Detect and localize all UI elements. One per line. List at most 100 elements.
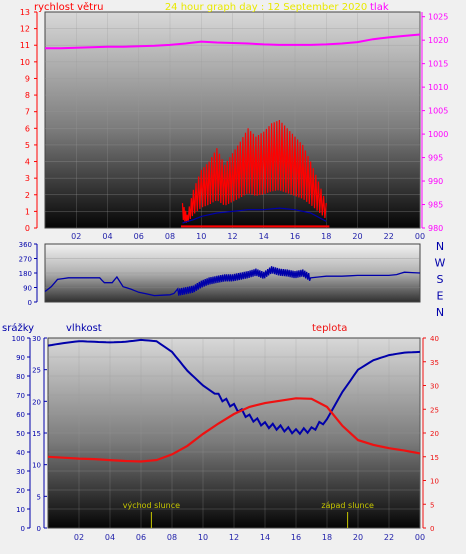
- pressure-tick-label: 1020: [428, 36, 448, 45]
- wind-speed-tick-label: 11: [20, 41, 30, 50]
- temperature-tick-label: 10: [430, 478, 439, 486]
- time-tick-label: 00: [415, 232, 425, 241]
- temperature-tick-label: 5: [430, 501, 434, 509]
- temperature-tick-label: 25: [430, 406, 439, 414]
- pressure-axis: 980 985 990 995 1000 1005 1010 1015 1020 1025: [421, 12, 448, 233]
- time-tick-label: 02: [74, 533, 84, 542]
- time-tick-label: 16: [290, 232, 300, 241]
- compass-label: S: [437, 273, 444, 286]
- direction-degree-axis: 0 90 180 270 360: [19, 241, 38, 307]
- wind-speed-axis-title: rychlost větru: [34, 1, 104, 13]
- direction-tick-label: 360: [19, 241, 32, 249]
- wind-speed-tick-label: 1: [25, 207, 30, 216]
- temperature-line: [47, 397, 421, 463]
- humidity-tick-label: 5: [37, 493, 41, 501]
- humidity-tick-label: 30: [32, 335, 41, 343]
- direction-tick-label: 180: [19, 270, 32, 278]
- precip-tick-label: 30: [16, 468, 25, 476]
- pressure-tick-label: 1010: [428, 83, 448, 92]
- time-tick-label: 16: [291, 533, 301, 542]
- panel1-series: [45, 33, 421, 228]
- pressure-tick-label: 1000: [428, 130, 448, 139]
- time-tick-label: 08: [165, 232, 175, 241]
- wind-speed-tick-label: 9: [25, 74, 30, 83]
- wind-speed-tick-label: 10: [20, 58, 30, 67]
- temperature-tick-label: 35: [430, 359, 439, 367]
- time-tick-label: 04: [105, 533, 115, 542]
- time-tick-label: 08: [167, 533, 177, 542]
- time-tick-label: 00: [415, 533, 425, 542]
- pressure-tick-label: 985: [428, 201, 443, 210]
- sun-annotations: východ slunce západ slunce: [123, 501, 374, 528]
- pressure-line: [45, 33, 421, 50]
- panel3-time-axis: 02 04 06 08 10 12 14 16 18 20 22 00: [74, 533, 425, 542]
- wind-direction-line: [44, 266, 421, 297]
- humidity-tick-label: 15: [32, 430, 41, 438]
- sun-annotation-label: západ slunce: [321, 501, 374, 510]
- wind-speed-tick-label: 2: [25, 191, 30, 200]
- pressure-tick-label: 1005: [428, 107, 448, 116]
- time-tick-label: 14: [259, 232, 269, 241]
- time-tick-label: 10: [198, 533, 208, 542]
- precip-tick-label: 70: [16, 392, 25, 400]
- wind-speed-tick-label: 3: [25, 174, 30, 183]
- panel1-time-axis: 02 04 06 08 10 12 14 16 18 20 22 00: [71, 232, 425, 241]
- wind-speed-tick-label: 8: [25, 91, 30, 100]
- precip-tick-label: 100: [12, 335, 25, 343]
- humidity-axis-title: vlhkost: [66, 323, 102, 334]
- precip-tick-label: 50: [16, 430, 25, 438]
- precip-tick-label: 40: [16, 449, 25, 457]
- wind-speed-tick-label: 12: [20, 25, 30, 34]
- panel3-axes: 0 10 20 30 40 50 60 70 80 90 100 0 5 10 15 20 25 30 0 5 10 15…: [12, 335, 439, 533]
- time-tick-label: 18: [321, 232, 331, 241]
- pressure-tick-label: 980: [428, 224, 443, 233]
- precip-tick-label: 0: [21, 525, 25, 533]
- compass-label: E: [437, 290, 444, 303]
- time-tick-label: 02: [71, 232, 81, 241]
- direction-tick-label: 270: [19, 256, 32, 264]
- time-tick-label: 12: [229, 533, 239, 542]
- wind-speed-tick-label: 4: [25, 158, 30, 167]
- humidity-tick-label: 10: [32, 462, 41, 470]
- panel3-grid: [48, 338, 421, 528]
- precip-axis-title: srážky: [2, 322, 34, 334]
- time-tick-label: 12: [227, 232, 237, 241]
- time-tick-label: 10: [196, 232, 206, 241]
- wind-speed-tick-label: 5: [25, 141, 30, 150]
- pressure-tick-label: 1025: [428, 13, 448, 22]
- pressure-tick-label: 990: [428, 177, 443, 186]
- panel3-series: [47, 338, 421, 463]
- wind-speed-tick-label: 13: [20, 8, 30, 17]
- time-tick-label: 20: [352, 232, 362, 241]
- humidity-tick-label: 20: [32, 398, 41, 406]
- panel1-grid: [45, 12, 421, 228]
- temperature-tick-label: 0: [430, 525, 434, 533]
- precip-tick-label: 90: [16, 354, 25, 362]
- temperature-tick-label: 20: [430, 430, 439, 438]
- panel2-grid: [45, 258, 420, 288]
- precip-tick-label: 20: [16, 487, 25, 495]
- direction-tick-label: 90: [23, 285, 32, 293]
- time-tick-label: 04: [102, 232, 112, 241]
- sun-annotation-label: východ slunce: [123, 501, 180, 510]
- temperature-axis-title: teplota: [312, 323, 347, 334]
- temperature-tick-label: 40: [430, 335, 439, 343]
- humidity-temperature-panel: srážky vlhkost teplota 01020304050607080…: [2, 322, 439, 542]
- humidity-tick-label: 0: [37, 525, 41, 533]
- temperature-tick-label: 30: [430, 383, 439, 391]
- pressure-tick-label: 995: [428, 154, 443, 163]
- wind-pressure-panel: 24 hour graph day : 12 September 2020 ry…: [20, 1, 449, 241]
- temperature-tick-label: 15: [430, 454, 439, 462]
- time-tick-label: 06: [136, 533, 146, 542]
- time-tick-label: 06: [134, 232, 144, 241]
- precip-tick-label: 60: [16, 411, 25, 419]
- wind-speed-tick-label: 6: [25, 124, 30, 133]
- time-tick-label: 22: [384, 232, 394, 241]
- time-tick-label: 22: [384, 533, 394, 542]
- compass-label: W: [435, 257, 446, 270]
- precip-tick-label: 10: [16, 506, 25, 514]
- panel1-title: 24 hour graph day : 12 September 2020: [165, 2, 367, 13]
